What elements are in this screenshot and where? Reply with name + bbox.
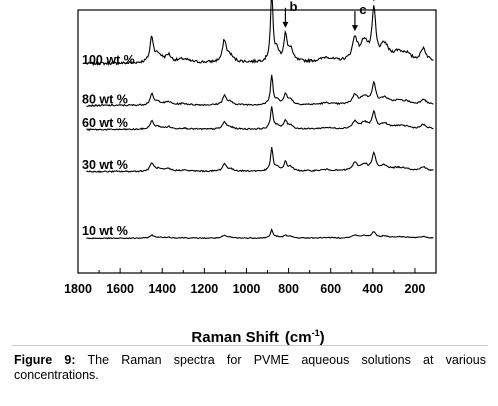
series-label: 80 wt % <box>82 92 128 106</box>
series-labels: 100 wt % 80 wt % 60 wt % 30 wt % 10 wt % <box>82 53 135 238</box>
spectra <box>86 0 434 240</box>
spectrum-line <box>86 106 434 132</box>
x-tick-label: 1000 <box>233 282 261 296</box>
peak-arrow-head <box>282 21 289 28</box>
x-axis-ticks: 1800 1600 1400 1200 1000 800 600 400 200 <box>64 268 425 296</box>
series-label: 10 wt % <box>82 224 128 238</box>
series-label: 30 wt % <box>82 158 128 172</box>
peak-annotations: abcd <box>282 0 375 32</box>
figure-caption: Figure 9: The Raman spectra for PVME aqu… <box>14 353 486 383</box>
series-label: 60 wt % <box>82 116 128 130</box>
x-tick-label: 400 <box>362 282 383 296</box>
x-tick-label: 600 <box>320 282 341 296</box>
x-axis-title-unit-close: ) <box>320 329 325 345</box>
peak-label: c <box>359 2 366 17</box>
caption-rule <box>12 345 488 346</box>
x-axis-title-main: Raman Shift <box>191 329 279 345</box>
spectrum-line <box>86 0 434 67</box>
series-label: 100 wt % <box>82 53 135 67</box>
plot-frame <box>77 9 437 274</box>
peak-arrow-head <box>351 25 358 32</box>
x-tick-label: 1800 <box>64 282 92 296</box>
x-axis-title-unit-open: (cm <box>285 329 312 345</box>
peak-arrow-head <box>373 0 375 2</box>
x-tick-label: 1400 <box>148 282 176 296</box>
caption-label: Figure 9: <box>14 353 76 367</box>
x-tick-label: 1200 <box>190 282 218 296</box>
x-axis-title-unit-sup: -1 <box>312 328 320 338</box>
x-tick-label: 1600 <box>106 282 134 296</box>
raman-chart: 1800 1600 1400 1200 1000 800 600 400 200 100 wt … <box>64 0 437 345</box>
peak-label: b <box>289 0 297 14</box>
spectrum-line <box>86 227 434 240</box>
x-tick-label: 800 <box>278 282 299 296</box>
x-tick-label: 200 <box>405 282 426 296</box>
x-axis-title: Raman Shift (cm-1) <box>191 328 324 345</box>
spectrum-line <box>86 74 434 107</box>
caption-text: The Raman spectra for PVME aqueous solut… <box>14 353 486 382</box>
spectrum-line <box>86 147 434 174</box>
